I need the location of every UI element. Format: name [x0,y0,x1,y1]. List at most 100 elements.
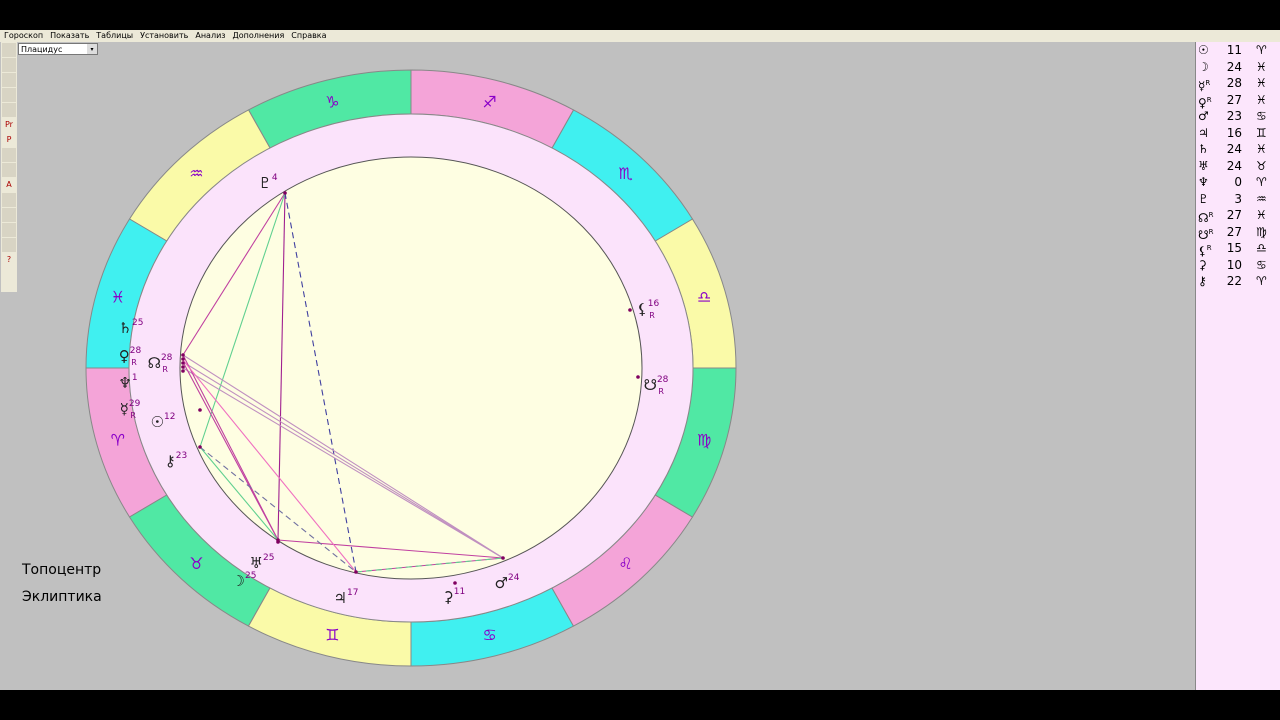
planet-point [198,445,202,449]
tool-button[interactable] [2,223,16,237]
aspect-line [277,539,504,559]
table-row: ♄ 24 ♓ [1196,141,1280,158]
planet-label: ♀28 R [119,346,142,367]
menu-item[interactable]: Справка [291,31,327,40]
retro-mark: R [162,365,168,374]
planet-point [181,365,185,369]
tool-button[interactable]: Pr [5,120,13,129]
planet-degree: 29 [129,399,141,409]
planet-sign: ♍ [1256,224,1267,239]
planet-degree: 11 [454,587,465,597]
retro-mark: R [131,358,137,367]
planet-symbol: ♅ [250,554,263,572]
aspect-line [277,192,286,541]
table-row: ⚸R 15 ♎ [1196,240,1280,258]
tool-button[interactable] [2,43,16,57]
planet-label: ♂24 [495,573,520,592]
table-row: ♇ 3 ♒ [1196,191,1280,208]
planet-point [354,570,358,574]
planet-sign: ♎ [1256,241,1267,255]
planet-symbol: ♃ [334,589,347,607]
tool-button[interactable] [2,73,16,87]
tool-button[interactable] [2,208,16,222]
planet-point [453,581,457,585]
planet-symbol: ⚷ [1198,274,1207,288]
aspect-line [199,192,286,448]
planet-label: ☉12 [151,412,176,431]
note: Эклиптика [22,589,102,605]
planet-sign: ♊ [1256,125,1267,140]
planet-sign: ♈ [1256,274,1267,288]
dropdown-arrow[interactable]: ▾ [87,44,97,54]
house-system-select[interactable]: Плацидус ▾ [18,43,98,55]
planet-degree: 1 [132,373,138,383]
planet-symbol: ☉ [1198,43,1209,57]
planet-degree: 27 [1226,92,1242,107]
planet-degree: 24 [508,573,520,583]
retro-mark: R [649,311,655,320]
planet-table: ☉ 11 ♈ ☽ 24 ♓ ☿R 28 ♓ ♀R 27 ♓ ♂ 23 ♋ ♃ 16 ♊ ♄ 24 ♓ ♅ 24 ♉ ♆ 0 ♈ ♇ 3 ♒… [1195,42,1280,690]
planet-symbol: ☊R [1198,211,1214,225]
menu-item[interactable]: Показать [50,31,90,40]
planet-degree: 24 [1226,142,1242,156]
tool-button[interactable] [2,238,16,252]
menu-item[interactable]: Анализ [195,31,226,40]
sign-glyph: ♈ [111,430,125,449]
retro-mark: R [1208,227,1214,236]
planet-symbol: ♀R [1198,95,1212,110]
table-row: ☿R 28 ♓ [1196,75,1280,93]
aspect-line [199,446,279,541]
retro-mark: R [1206,244,1212,252]
planet-label: ♃17 [334,588,359,607]
table-row: ♂ 23 ♋ [1196,108,1280,125]
aspect-line [199,446,357,573]
planet-symbol: ⚸ [637,300,648,318]
tool-button[interactable] [2,148,16,162]
table-row: ⚷ 22 ♈ [1196,273,1280,290]
table-row: ⚳ 10 ♋ [1196,257,1280,274]
menu-item[interactable]: Таблицы [96,31,134,40]
aspect-line [284,192,357,573]
menu-item[interactable]: Установить [140,31,189,40]
tool-button[interactable]: ? [6,255,12,264]
planet-point [628,308,632,312]
tool-button[interactable]: A [6,180,12,189]
table-row: ♃ 16 ♊ [1196,125,1280,142]
note: Топоцентр [22,562,102,578]
planet-label: ☿29 R [120,399,141,420]
planet-sign: ♈ [1256,43,1267,57]
planet-point [181,353,185,357]
aspect-line [182,361,504,559]
planet-symbol: ☊ [148,354,161,372]
planet-sign: ♓ [1256,142,1267,156]
menu-item[interactable]: Гороскоп [4,31,44,40]
planet-symbol: ♇ [1198,191,1209,206]
planet-degree: 25 [132,318,143,328]
tool-button[interactable] [2,103,16,117]
planet-degree: 0 [1234,175,1242,189]
aspect-line [182,367,504,559]
menu-item[interactable]: Дополнения [232,31,285,40]
planet-symbol: ☋R [1198,227,1214,242]
sign-glyph: ♎ [697,288,711,307]
tool-button[interactable] [2,163,16,177]
tool-button[interactable] [2,193,16,207]
planet-sign: ♋ [1256,257,1267,272]
planet-label: ♄25 [119,318,144,337]
planet-symbol: ♄ [1198,142,1209,156]
sign-glyph: ♓ [111,288,125,307]
tool-button[interactable] [2,58,16,72]
planet-sign: ♓ [1256,208,1267,222]
aspect-line [182,354,504,559]
planet-degree: 23 [1226,109,1242,123]
planet-degree: 4 [272,173,278,183]
retro-mark: R [1205,79,1211,87]
tool-button[interactable]: P [6,135,12,144]
app-window: ♎ ♏ ♐ ♑ ♒ ♓ ♈ ♉ ♊ ♋ ♌ ♍ ♇4 ⚸16 R ☋28 R ♄25 ♀28 R ☊28 R ♆1 ☿29 R ☉… [0,30,1280,690]
planet-symbol: ⚷ [165,452,176,470]
planet-symbol: ♂ [1198,109,1209,123]
tool-button[interactable] [2,88,16,102]
aspect-line [182,361,279,541]
sign-glyph: ♌ [618,554,632,573]
planet-symbol: ♀ [119,347,130,365]
